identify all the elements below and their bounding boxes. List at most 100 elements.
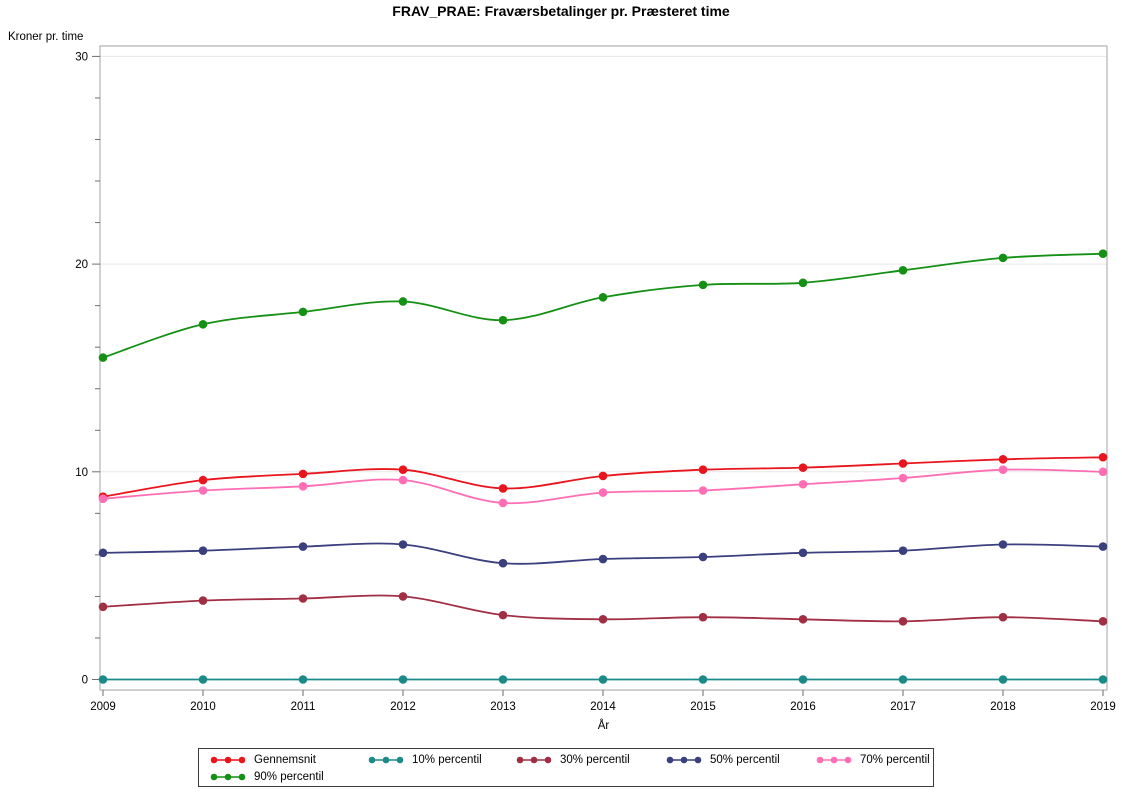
legend-label: 30% percentil — [560, 754, 630, 766]
series-marker-4 — [198, 546, 208, 556]
series-marker-2 — [598, 675, 608, 684]
series-marker-6 — [698, 280, 708, 290]
series-marker-5 — [398, 475, 408, 485]
legend-item-gennemsnit: Gennemsnit — [209, 752, 316, 768]
series-marker-6 — [198, 320, 208, 329]
series-marker-4 — [698, 552, 708, 562]
series-marker-5 — [298, 482, 308, 491]
series-marker-4 — [998, 540, 1008, 549]
legend-item-10-percentil: 10% percentil — [367, 752, 482, 768]
series-marker-3 — [698, 612, 708, 622]
series-marker-5 — [598, 488, 608, 497]
legend-label: 50% percentil — [710, 754, 780, 766]
plot-border — [99, 45, 1108, 691]
legend-item-70-percentil: 70% percentil — [815, 752, 930, 768]
x-tick-label: 2016 — [790, 701, 816, 713]
series-marker-2 — [1098, 675, 1108, 684]
legend-line-marker-icon — [368, 756, 404, 764]
legend-line-marker-icon — [210, 756, 246, 764]
x-tick-label: 2009 — [90, 701, 116, 713]
legend-line-marker-icon — [666, 756, 702, 764]
legend-label: 10% percentil — [412, 754, 482, 766]
y-tick-label: 10 — [75, 467, 88, 479]
series-marker-3 — [798, 614, 808, 624]
x-tick-label: 2011 — [291, 701, 316, 713]
series-marker-2 — [98, 675, 108, 684]
series-marker-2 — [498, 675, 508, 684]
series-marker-1 — [1098, 452, 1108, 462]
series-marker-5 — [498, 498, 508, 508]
legend-line-marker-icon — [516, 756, 552, 764]
series-marker-2 — [698, 675, 708, 684]
series-marker-1 — [398, 465, 408, 475]
legend-label: 70% percentil — [860, 754, 930, 766]
series-marker-1 — [298, 469, 308, 479]
x-tick-label: 2012 — [390, 701, 416, 713]
series-marker-4 — [98, 548, 108, 558]
series-marker-6 — [1098, 249, 1108, 259]
x-tick-label: 2014 — [590, 701, 616, 713]
y-tick-label: 30 — [75, 51, 88, 63]
series-marker-3 — [98, 602, 108, 612]
series-marker-3 — [998, 612, 1008, 622]
series-marker-3 — [598, 614, 608, 624]
legend-line-marker-icon — [816, 756, 852, 764]
series-marker-4 — [798, 548, 808, 558]
series-marker-2 — [898, 675, 908, 684]
series-marker-4 — [1098, 542, 1108, 551]
series-marker-6 — [598, 293, 608, 302]
series-marker-5 — [798, 479, 808, 489]
series-marker-5 — [898, 473, 908, 483]
x-tick-label: 2017 — [890, 701, 916, 713]
series-marker-1 — [898, 459, 908, 468]
legend-label: Gennemsnit — [254, 754, 317, 766]
series-marker-5 — [98, 494, 108, 504]
x-tick-label: 2015 — [690, 701, 716, 713]
series-marker-2 — [398, 675, 408, 684]
x-axis-title: År — [597, 720, 610, 732]
series-marker-1 — [198, 475, 208, 485]
series-marker-6 — [998, 253, 1008, 263]
series-line-6 — [102, 252, 1104, 359]
y-tick-label: 20 — [75, 259, 88, 271]
series-marker-2 — [198, 675, 208, 684]
series-marker-4 — [298, 542, 308, 551]
series-marker-2 — [298, 675, 308, 684]
legend-item-30-percentil: 30% percentil — [515, 752, 630, 768]
series-marker-5 — [1098, 467, 1108, 477]
y-axis-title: Kroner pr. time — [8, 31, 84, 43]
series-marker-3 — [498, 610, 508, 620]
series-marker-5 — [998, 465, 1008, 475]
series-marker-6 — [298, 307, 308, 317]
chart-title: FRAV_PRAE: Fraværsbetalinger pr. Præster… — [392, 3, 730, 19]
x-tick-label: 2013 — [490, 701, 516, 713]
y-tick-label: 0 — [82, 675, 88, 687]
x-tick-label: 2018 — [990, 701, 1016, 713]
series-marker-4 — [498, 558, 508, 568]
legend-item-50-percentil: 50% percentil — [665, 752, 780, 768]
x-tick-label: 2010 — [190, 701, 216, 713]
series-marker-3 — [898, 617, 908, 626]
series-marker-3 — [198, 596, 208, 605]
x-tick-label: 2019 — [1090, 701, 1116, 713]
series-marker-1 — [998, 455, 1008, 464]
series-marker-6 — [398, 297, 408, 306]
legend-box: Gennemsnit 10% percentil 30% percentil 50% … — [198, 748, 934, 787]
series-marker-2 — [798, 675, 808, 684]
series-marker-6 — [98, 353, 108, 362]
series-marker-5 — [698, 486, 708, 495]
series-marker-3 — [1098, 617, 1108, 626]
series-marker-1 — [698, 465, 708, 475]
series-marker-3 — [398, 592, 408, 601]
series-marker-6 — [898, 266, 908, 275]
series-marker-6 — [498, 315, 508, 325]
series-marker-4 — [598, 554, 608, 564]
series-marker-2 — [998, 675, 1008, 684]
series-marker-1 — [798, 463, 808, 472]
series-marker-6 — [798, 278, 808, 288]
legend-item-90-percentil: 90% percentil — [209, 769, 324, 785]
series-marker-4 — [898, 546, 908, 556]
series-marker-5 — [198, 486, 208, 495]
